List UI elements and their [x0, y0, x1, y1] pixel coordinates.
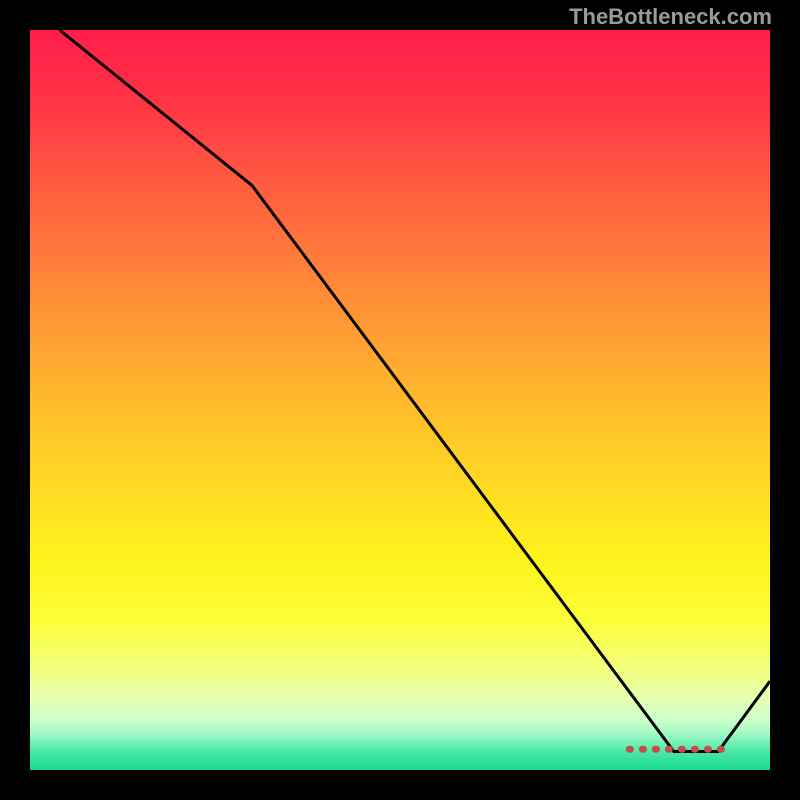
- plot-overlay: [30, 30, 770, 770]
- bottleneck-curve: [60, 30, 770, 752]
- plot-area: [30, 30, 770, 770]
- chart-container: TheBottleneck.com: [0, 0, 800, 800]
- watermark-text: TheBottleneck.com: [569, 4, 772, 30]
